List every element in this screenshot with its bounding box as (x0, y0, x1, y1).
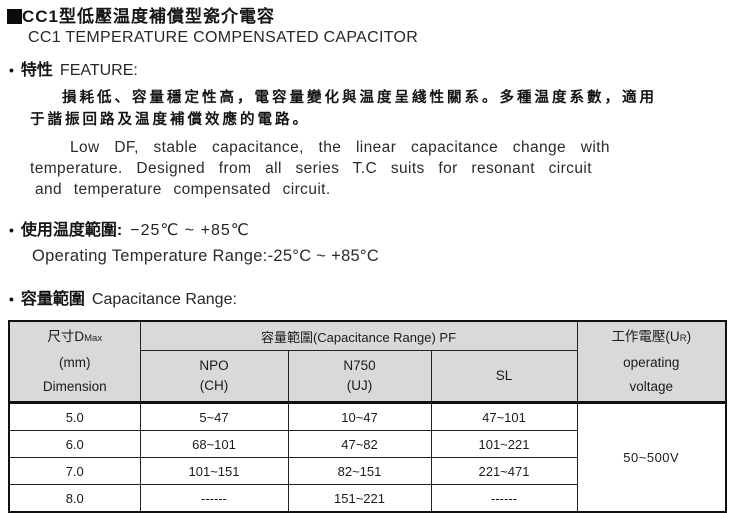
table-row: 6.0 68~101 47~82 101~221 (8, 430, 726, 458)
dimension-cell: 6.0 (8, 430, 141, 458)
n750-cell: 151~221 (287, 484, 432, 513)
sl-cell: 47~101 (430, 401, 578, 431)
npo-cell: ------ (139, 484, 289, 513)
temperature-heading-zh: 使用温度範圍: (20, 222, 123, 239)
voltage-value-cell: 50~500V (576, 401, 727, 513)
n750-column-header: N750 (UJ) (287, 350, 432, 403)
bullet-icon: • (9, 222, 14, 238)
black-square-icon (7, 9, 22, 24)
feature-paragraph-zh-line2: 于諧振回路及温度補償效應的電路。 (30, 112, 310, 128)
n750-cell: 10~47 (287, 401, 432, 431)
npo-column-header: NPO (CH) (139, 350, 289, 403)
feature-paragraph-en-line1: Low DF, stable capacitance, the linear c… (70, 139, 610, 156)
voltage-symbol-close: ) (686, 328, 692, 344)
npo-cell: 101~151 (139, 457, 289, 485)
capacitance-heading: • 容量範圍 Capacitance Range: (9, 285, 726, 309)
bullet-icon: • (9, 291, 14, 307)
dimension-header-cell: 尺寸DMax (mm) Dimension (8, 320, 141, 403)
dimension-symbol: 尺寸D (47, 328, 85, 344)
title-english: CC1 TEMPERATURE COMPENSATED CAPACITOR (28, 29, 419, 46)
sl-column-header: SL (430, 350, 578, 403)
feature-paragraph-en-line3: and temperature compensated circuit. (35, 181, 331, 198)
voltage-label-line2: voltage (629, 378, 674, 394)
dimension-cell: 8.0 (8, 484, 141, 513)
capacitance-range-span-header: 容量範圍(Capacitance Range) PF (139, 320, 578, 351)
capacitance-heading-en: Capacitance Range: (91, 291, 237, 308)
sl-cell: 221~471 (430, 457, 578, 485)
temperature-heading: • 使用温度範圍: −25℃ ~ +85℃ (9, 216, 726, 240)
voltage-header-cell: 工作電壓(UR) operating voltage (576, 320, 727, 403)
title-chinese: CC1型低壓温度補償型瓷介電容 (22, 7, 276, 26)
bullet-icon: • (9, 62, 14, 78)
dimension-label: Dimension (42, 378, 107, 394)
dimension-symbol-subscript: Max (84, 332, 103, 344)
n750-cell: 47~82 (287, 430, 432, 458)
voltage-symbol: 工作電壓(U (611, 328, 680, 344)
voltage-label-line1: operating (623, 354, 680, 370)
feature-paragraph-zh-line1: 損耗低、容量穩定性高，電容量變化與温度呈綫性關系。多種温度系數，適用 (62, 90, 657, 106)
sl-cell: ------ (430, 484, 578, 513)
feature-heading: • 特性 FEATURE: (9, 56, 726, 80)
temperature-range-en: Operating Temperature Range:-25°C ~ +85°… (32, 247, 380, 265)
temperature-range-zh: −25℃ ~ +85℃ (130, 222, 250, 239)
capacitance-heading-zh: 容量範圍 (20, 291, 85, 308)
voltage-symbol-subscript: R (679, 332, 687, 344)
sl-cell: 101~221 (430, 430, 578, 458)
npo-cell: 68~101 (139, 430, 289, 458)
feature-heading-en: FEATURE: (59, 62, 138, 79)
dimension-unit: (mm) (59, 354, 91, 370)
capacitance-table: 尺寸DMax (mm) Dimension 容量範圍(Capacitance R… (8, 320, 727, 513)
table-row: 5.0 5~47 10~47 47~101 50~500V (8, 401, 727, 513)
n750-cell: 82~151 (287, 457, 432, 485)
feature-paragraph-en-line2: temperature. Designed from all series T.… (30, 160, 592, 177)
dimension-cell: 5.0 (8, 401, 141, 431)
npo-cell: 5~47 (139, 401, 289, 431)
dimension-cell: 7.0 (8, 457, 141, 485)
feature-heading-zh: 特性 (20, 62, 53, 79)
page-title: CC1型低壓温度補償型瓷介電容 (7, 7, 726, 26)
